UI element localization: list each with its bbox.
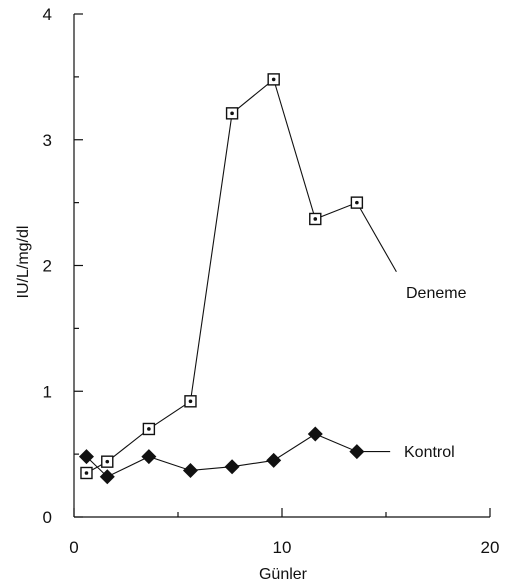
data-point-kontrol — [224, 459, 240, 475]
series-line-kontrol — [86, 433, 391, 478]
data-point-kontrol — [141, 449, 157, 465]
data-point-kontrol — [307, 426, 323, 442]
data-point-kontrol — [349, 444, 365, 460]
data-point-dot-deneme — [84, 471, 89, 475]
data-point-dot-deneme — [147, 427, 151, 431]
y-tick-label-0: 0 — [43, 508, 52, 527]
x-tick-label-10: 10 — [273, 538, 292, 557]
x-tick-label-0: 0 — [69, 538, 78, 557]
chart-series — [78, 73, 397, 485]
x-tick-label-20: 20 — [481, 538, 500, 557]
chart-axes — [73, 14, 490, 518]
data-point-kontrol — [266, 452, 282, 468]
data-point-kontrol — [78, 449, 94, 465]
series-label-deneme: Deneme — [406, 285, 467, 302]
data-point-dot-deneme — [271, 77, 276, 82]
y-tick-label-2: 2 — [43, 257, 52, 276]
data-point-dot-deneme — [105, 459, 110, 464]
data-point-dot-deneme — [355, 200, 359, 205]
x-axis-title: Günler — [259, 566, 308, 583]
data-point-dot-deneme — [230, 111, 234, 116]
y-tick-label-4: 4 — [43, 5, 52, 24]
data-point-kontrol — [99, 469, 115, 485]
y-axis-title: IU/L/mg/dl — [15, 226, 32, 299]
data-point-kontrol — [182, 462, 198, 478]
data-point-dot-deneme — [313, 217, 318, 221]
series-line-deneme — [86, 78, 397, 474]
data-point-dot-deneme — [188, 399, 193, 404]
y-tick-label-1: 1 — [43, 382, 52, 401]
y-tick-label-3: 3 — [43, 131, 52, 150]
chart-ticks: 0 1 2 3 4 0 10 20 — [43, 5, 500, 557]
series-label-kontrol: Kontrol — [404, 444, 455, 461]
